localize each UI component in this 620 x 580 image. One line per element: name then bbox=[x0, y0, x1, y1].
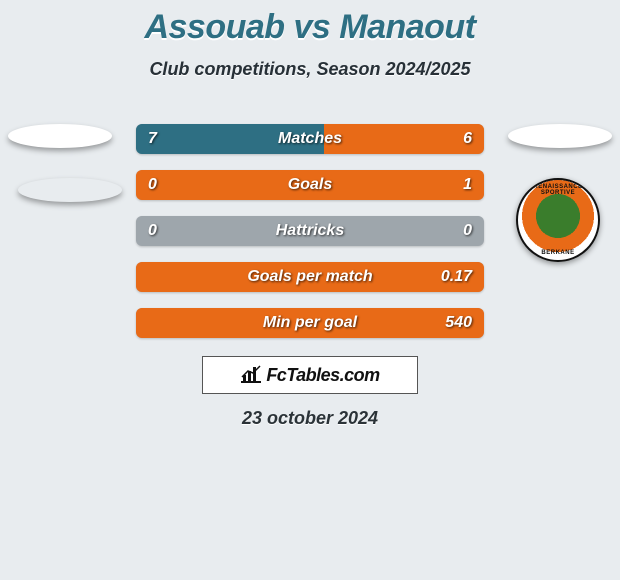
player-left-badge bbox=[8, 124, 112, 148]
stat-row: 7 Matches 6 bbox=[136, 124, 484, 154]
chart-icon bbox=[240, 365, 262, 386]
club-crest-right: RENAISSANCE SPORTIVE BERKANE bbox=[516, 178, 600, 262]
stat-right-value: 1 bbox=[463, 170, 472, 200]
stat-row: 0 Hattricks 0 bbox=[136, 216, 484, 246]
stat-row: Min per goal 540 bbox=[136, 308, 484, 338]
stats-block: 7 Matches 6 0 Goals 1 0 Hattricks 0 Goal… bbox=[136, 124, 484, 354]
brand-link[interactable]: FcTables.com bbox=[202, 356, 418, 394]
crest-top-text: RENAISSANCE SPORTIVE bbox=[518, 184, 598, 196]
stat-label: Matches bbox=[136, 124, 484, 154]
crest-bottom-text: BERKANE bbox=[518, 250, 598, 256]
stat-label: Goals bbox=[136, 170, 484, 200]
stat-right-value: 540 bbox=[445, 308, 472, 338]
stat-row: Goals per match 0.17 bbox=[136, 262, 484, 292]
brand-text: FcTables.com bbox=[266, 365, 379, 386]
stat-right-value: 6 bbox=[463, 124, 472, 154]
stat-label: Hattricks bbox=[136, 216, 484, 246]
player-right-badge bbox=[508, 124, 612, 148]
stat-right-value: 0 bbox=[463, 216, 472, 246]
page-title: Assouab vs Manaout bbox=[0, 0, 620, 47]
subtitle: Club competitions, Season 2024/2025 bbox=[0, 59, 620, 80]
stat-right-value: 0.17 bbox=[441, 262, 472, 292]
player-left-shadow bbox=[18, 178, 122, 202]
stat-row: 0 Goals 1 bbox=[136, 170, 484, 200]
generated-date: 23 october 2024 bbox=[0, 408, 620, 429]
stat-label: Goals per match bbox=[136, 262, 484, 292]
stat-label: Min per goal bbox=[136, 308, 484, 338]
